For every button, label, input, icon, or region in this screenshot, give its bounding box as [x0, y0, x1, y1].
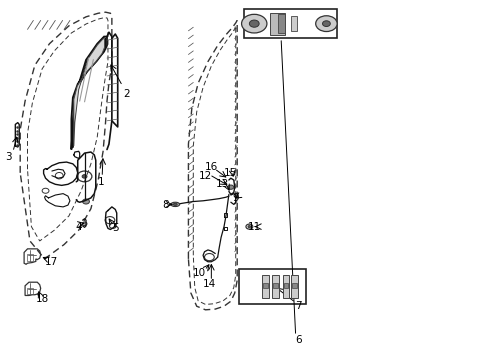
Bar: [27, 288, 33, 294]
Text: 9: 9: [232, 193, 239, 203]
Circle shape: [249, 20, 259, 27]
Text: 17: 17: [45, 257, 59, 267]
Text: 6: 6: [294, 334, 301, 345]
Polygon shape: [74, 39, 104, 146]
Circle shape: [82, 175, 87, 178]
Text: 8: 8: [162, 200, 168, 210]
Text: 15: 15: [224, 168, 237, 178]
Bar: [238, 269, 305, 304]
Circle shape: [82, 222, 87, 226]
Circle shape: [241, 14, 266, 33]
Text: 7: 7: [294, 301, 301, 311]
Text: 11: 11: [247, 222, 260, 232]
Circle shape: [247, 226, 250, 228]
Bar: [27, 254, 33, 261]
Text: 10: 10: [193, 268, 206, 278]
Ellipse shape: [173, 203, 177, 206]
Bar: [272, 283, 277, 288]
Bar: [271, 275, 278, 298]
Bar: [263, 283, 267, 288]
Bar: [282, 275, 289, 298]
Bar: [243, 9, 336, 39]
Text: 1: 1: [97, 177, 104, 187]
Ellipse shape: [170, 202, 179, 207]
Text: 5: 5: [112, 224, 119, 233]
Text: 2: 2: [123, 89, 129, 99]
Circle shape: [322, 21, 330, 27]
Text: 14: 14: [203, 279, 216, 289]
Text: 3: 3: [5, 152, 11, 162]
Text: 16: 16: [204, 162, 218, 172]
Circle shape: [82, 199, 89, 204]
Bar: [291, 275, 298, 298]
Circle shape: [227, 185, 233, 189]
Bar: [292, 283, 297, 288]
Bar: [291, 16, 297, 31]
Bar: [262, 275, 268, 298]
Text: 13: 13: [216, 179, 229, 189]
Text: 4: 4: [75, 222, 82, 231]
Bar: [283, 283, 288, 288]
Circle shape: [315, 16, 336, 32]
Text: 12: 12: [199, 171, 212, 181]
Bar: [277, 14, 285, 33]
Text: 18: 18: [36, 294, 49, 304]
Bar: [270, 13, 285, 35]
